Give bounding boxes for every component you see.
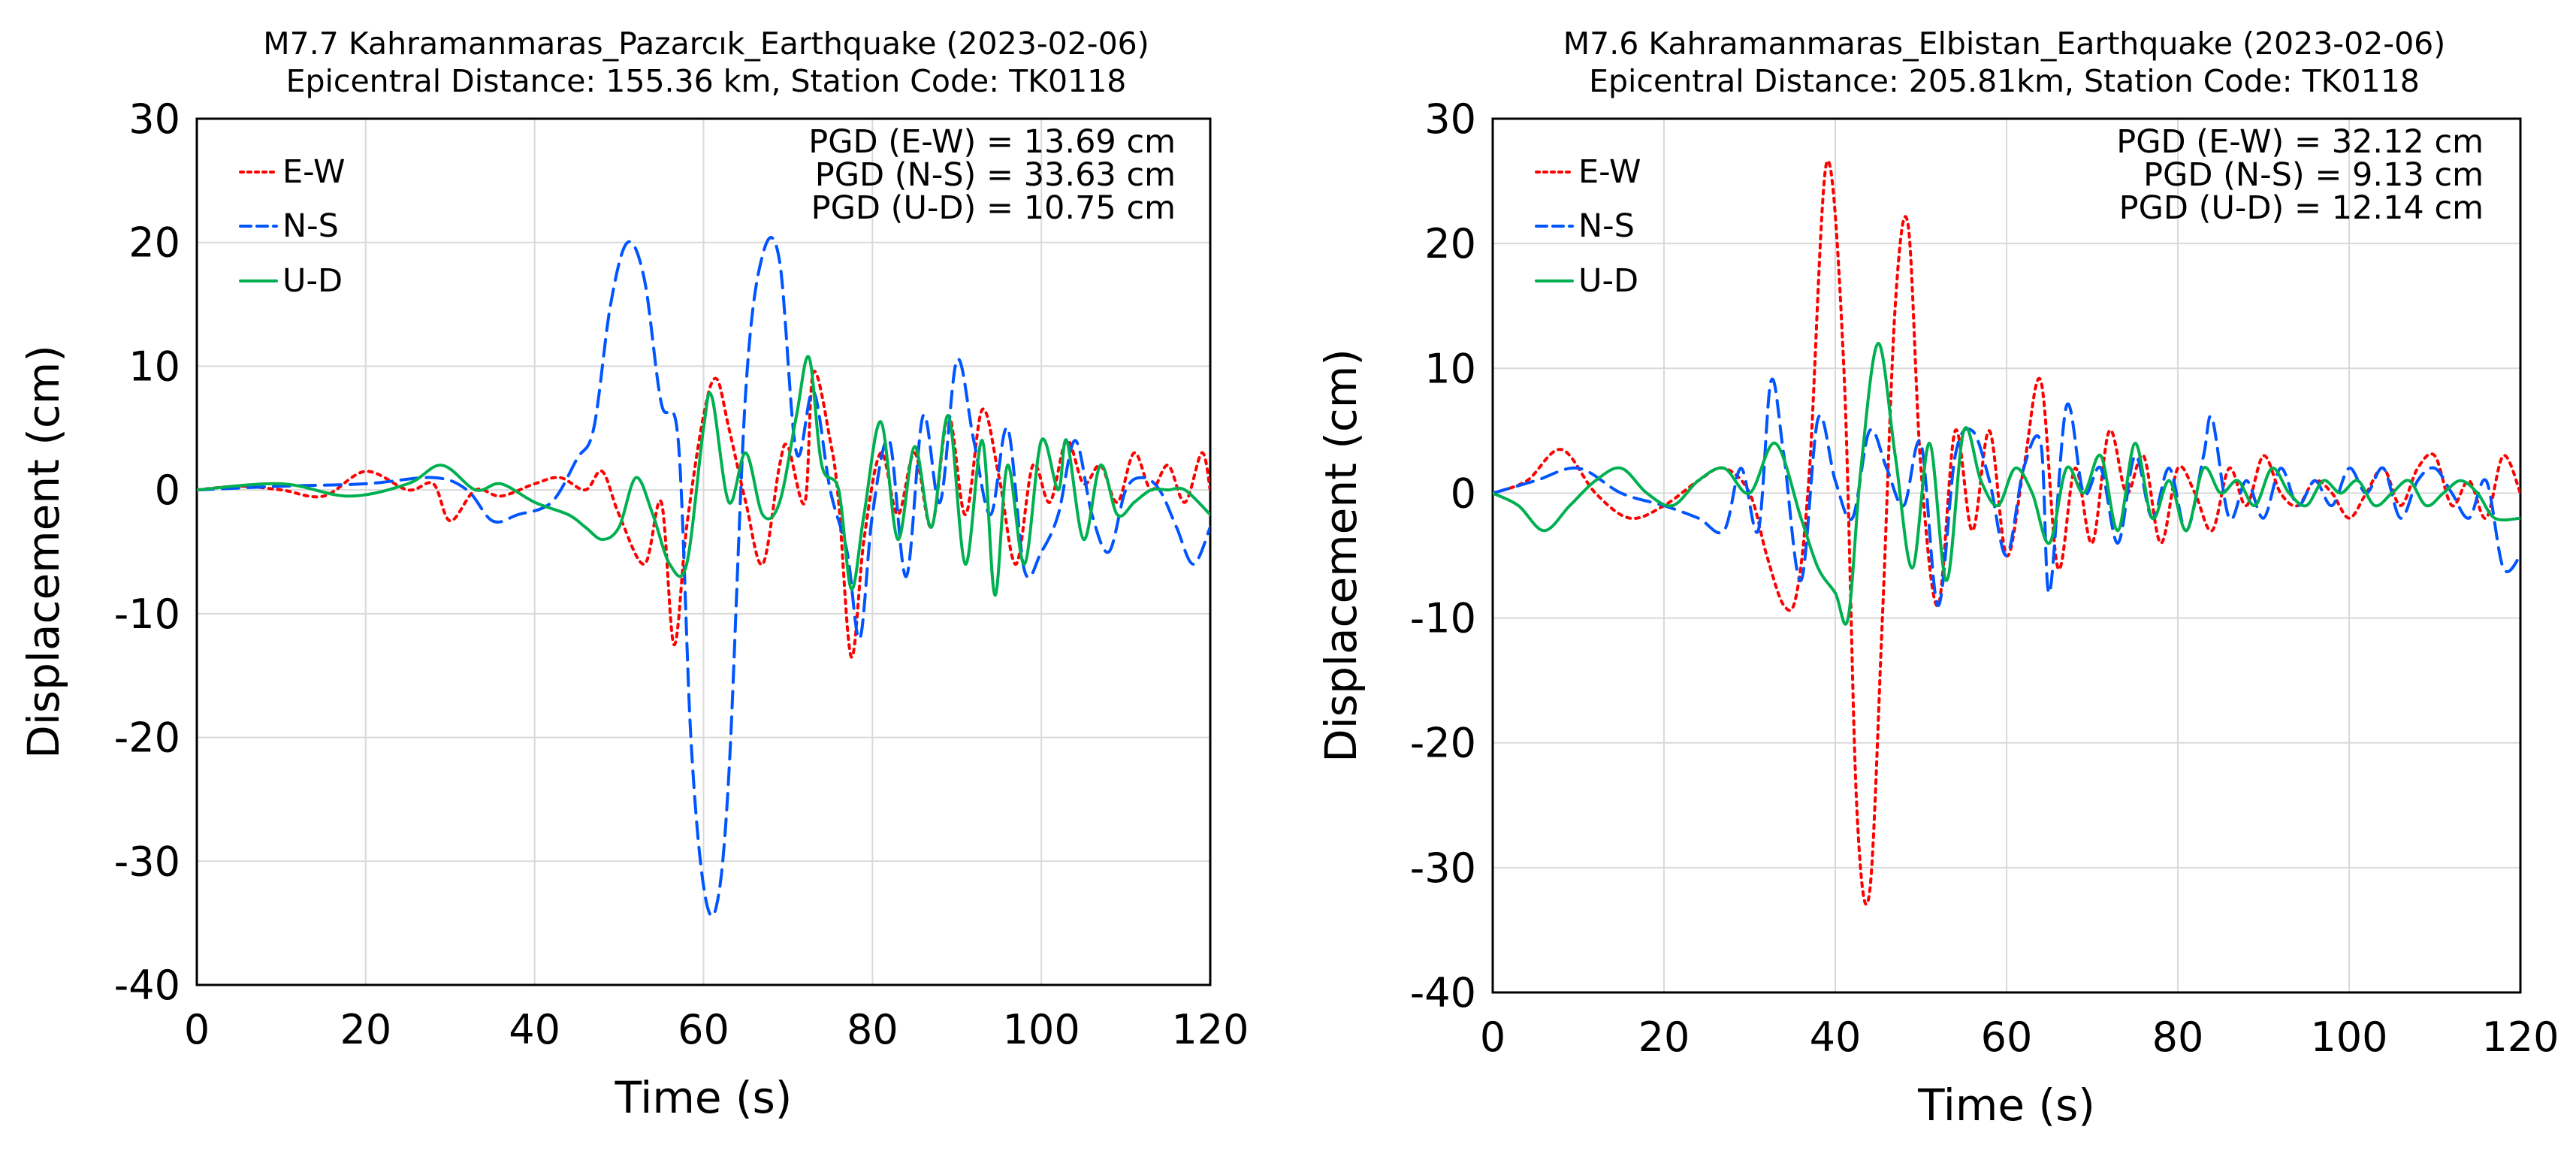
gridlines	[1493, 119, 2520, 992]
pgd-annotation: PGD (E-W) = 13.69 cm	[808, 123, 1176, 161]
y-tick-label: 0	[1451, 470, 1476, 517]
x-tick-label: 0	[184, 1006, 210, 1053]
x-axis-label: Time (s)	[1917, 1080, 2095, 1131]
y-tick-label: -20	[114, 714, 180, 762]
chart-subtitle: Epicentral Distance: 205.81km, Station C…	[1589, 63, 2420, 99]
y-tick-label: 20	[128, 219, 180, 267]
x-tick-label: 80	[2152, 1013, 2204, 1061]
y-tick-label: 20	[1424, 220, 1476, 267]
x-tick-label: 20	[340, 1006, 391, 1053]
legend-label: E-W	[1578, 153, 1641, 191]
gridlines	[197, 119, 1210, 985]
series-line-u-d	[197, 355, 1210, 597]
legend-label: U-D	[282, 262, 343, 300]
y-tick-label: -40	[1410, 969, 1476, 1016]
y-axis-label: Displacement (cm)	[18, 345, 69, 759]
x-tick-label: 120	[2481, 1013, 2559, 1061]
pgd-annotation: PGD (N-S) = 33.63 cm	[815, 156, 1176, 194]
y-tick-label: 30	[128, 95, 180, 143]
chart-panel-1: M7.7 Kahramanmaras_Pazarcık_Earthquake (…	[18, 26, 1249, 1123]
y-tick-label: -20	[1410, 720, 1476, 767]
plot-frame	[1491, 117, 2522, 994]
series-group	[197, 236, 1210, 918]
y-tick-label: 30	[1424, 95, 1476, 143]
x-tick-label: 0	[1480, 1013, 1505, 1061]
legend-label: N-S	[1578, 207, 1635, 245]
x-tick-label: 80	[847, 1006, 898, 1053]
series-group	[1493, 159, 2520, 906]
x-tick-label: 100	[1003, 1006, 1080, 1053]
y-tick-label: -30	[114, 838, 180, 885]
x-tick-label: 40	[1810, 1013, 1862, 1061]
legend: E-W N-S U-D	[239, 153, 345, 300]
legend-label: E-W	[282, 153, 345, 191]
y-tick-label: 10	[128, 343, 180, 390]
chart-title: M7.6 Kahramanmaras_Elbistan_Earthquake (…	[1563, 26, 2445, 62]
y-tick-label: 10	[1424, 345, 1476, 392]
legend: E-W N-S U-D	[1535, 153, 1641, 300]
pgd-annotation: PGD (U-D) = 12.14 cm	[2119, 189, 2484, 227]
pgd-annotation: PGD (E-W) = 32.12 cm	[2116, 123, 2484, 161]
plot-frame	[195, 117, 1212, 986]
legend-label: N-S	[282, 207, 339, 245]
legend-label: U-D	[1578, 262, 1638, 300]
x-tick-label: 40	[509, 1006, 560, 1053]
series-line-e-w	[1493, 159, 2520, 906]
x-tick-label: 120	[1171, 1006, 1249, 1053]
x-tick-label: 20	[1638, 1013, 1690, 1061]
y-tick-label: -10	[1410, 595, 1476, 642]
x-axis-label: Time (s)	[615, 1072, 793, 1123]
x-tick-label: 60	[1981, 1013, 2033, 1061]
x-tick-label: 100	[2310, 1013, 2387, 1061]
series-line-e-w	[197, 370, 1210, 659]
chart-title: M7.7 Kahramanmaras_Pazarcık_Earthquake (…	[263, 26, 1149, 62]
chart-panel-2: M7.6 Kahramanmaras_Elbistan_Earthquake (…	[1315, 26, 2559, 1131]
y-tick-label: -10	[114, 591, 180, 638]
y-tick-label: 0	[155, 467, 180, 514]
series-line-u-d	[1493, 342, 2520, 626]
chart-subtitle: Epicentral Distance: 155.36 km, Station …	[286, 63, 1127, 99]
y-axis-label: Displacement (cm)	[1315, 349, 1367, 763]
y-tick-label: -40	[114, 962, 180, 1009]
pgd-annotation: PGD (U-D) = 10.75 cm	[811, 189, 1176, 227]
pgd-annotation: PGD (N-S) = 9.13 cm	[2143, 156, 2484, 194]
series-line-n-s	[197, 236, 1210, 918]
x-tick-label: 60	[678, 1006, 729, 1053]
y-tick-label: -30	[1410, 844, 1476, 892]
